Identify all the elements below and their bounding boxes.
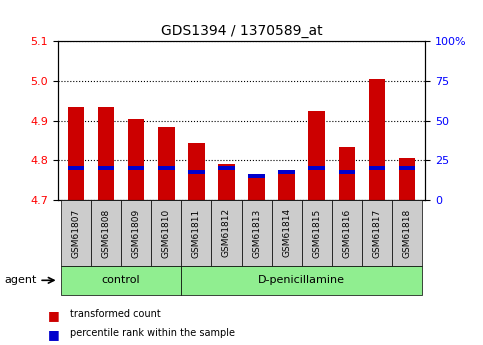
Text: percentile rank within the sample: percentile rank within the sample — [70, 328, 235, 338]
Bar — [339, 169, 355, 174]
Bar — [128, 166, 144, 170]
Bar — [309, 111, 325, 200]
Text: GSM61817: GSM61817 — [372, 208, 382, 257]
Bar — [278, 169, 295, 174]
Bar — [369, 79, 385, 200]
Text: GSM61814: GSM61814 — [282, 208, 291, 257]
Text: GSM61809: GSM61809 — [132, 208, 141, 257]
Bar — [158, 127, 174, 200]
Text: GSM61816: GSM61816 — [342, 208, 351, 257]
Bar — [98, 166, 114, 170]
Text: GSM61815: GSM61815 — [312, 208, 321, 257]
Text: ■: ■ — [48, 328, 60, 341]
Text: D-penicillamine: D-penicillamine — [258, 275, 345, 285]
Text: agent: agent — [5, 275, 37, 285]
Bar — [98, 107, 114, 200]
Bar — [68, 107, 85, 200]
Bar — [278, 170, 295, 200]
Bar — [339, 147, 355, 200]
Text: GSM61812: GSM61812 — [222, 208, 231, 257]
Text: control: control — [102, 275, 141, 285]
Text: GSM61808: GSM61808 — [101, 208, 111, 257]
Bar — [188, 169, 205, 174]
Bar — [398, 166, 415, 170]
Bar — [248, 178, 265, 200]
Text: GSM61813: GSM61813 — [252, 208, 261, 257]
Bar — [158, 166, 174, 170]
Bar — [128, 119, 144, 200]
Bar — [309, 166, 325, 170]
Bar — [188, 142, 205, 200]
Bar — [218, 164, 235, 200]
Text: GSM61810: GSM61810 — [162, 208, 171, 257]
Text: GSM61807: GSM61807 — [71, 208, 81, 257]
Text: GSM61811: GSM61811 — [192, 208, 201, 257]
Bar — [398, 158, 415, 200]
Bar — [68, 166, 85, 170]
Bar — [248, 174, 265, 178]
Title: GDS1394 / 1370589_at: GDS1394 / 1370589_at — [161, 23, 322, 38]
Text: transformed count: transformed count — [70, 309, 161, 319]
Text: GSM61818: GSM61818 — [402, 208, 412, 257]
Bar — [369, 166, 385, 170]
Bar — [218, 166, 235, 170]
Text: ■: ■ — [48, 309, 60, 322]
